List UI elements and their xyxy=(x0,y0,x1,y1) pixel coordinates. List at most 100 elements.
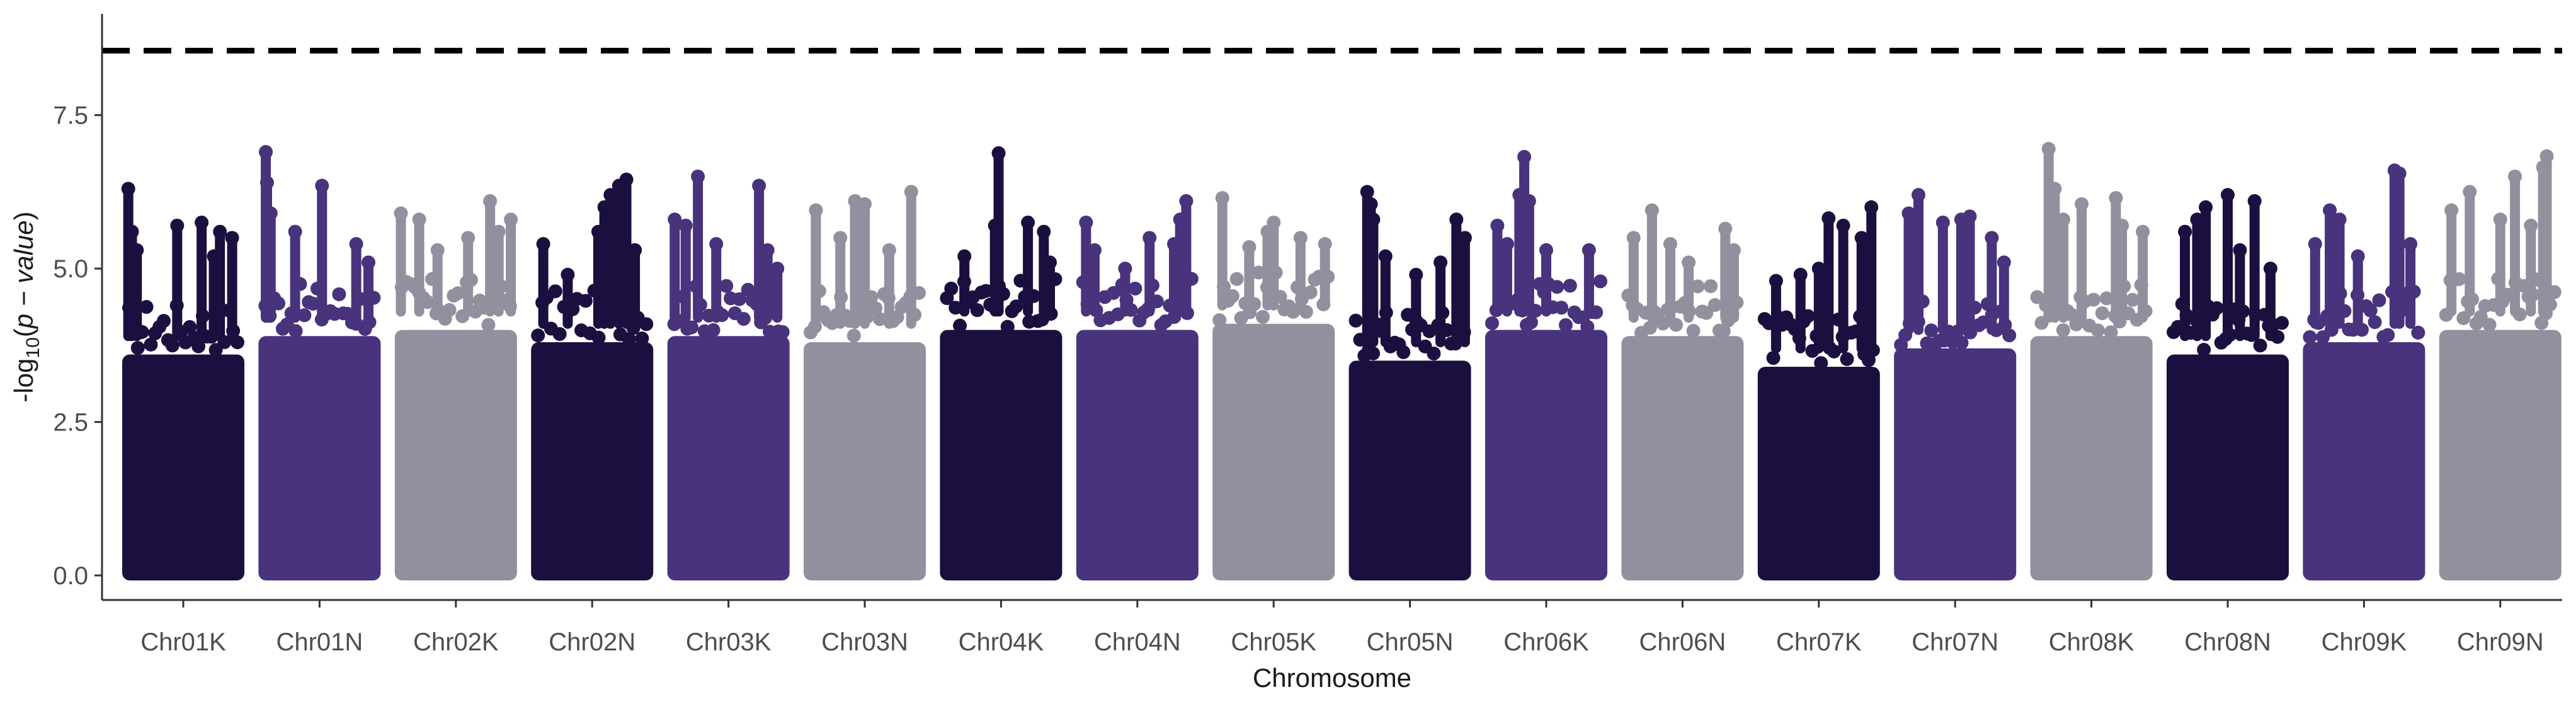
chromosome-points-chr03n xyxy=(804,185,926,581)
snp-point xyxy=(2275,316,2289,330)
x-tick-label: Chr01K xyxy=(140,628,226,656)
snp-point xyxy=(2372,293,2386,308)
x-tick-label: Chr08K xyxy=(2049,628,2134,656)
snp-peak-point xyxy=(1043,255,1057,270)
snp-peak-point xyxy=(2493,212,2507,227)
snp-peak-point xyxy=(833,231,848,245)
snp-band-chr09k xyxy=(2303,342,2425,581)
snp-peak-point xyxy=(1021,216,1035,230)
snp-peak-point xyxy=(2332,212,2347,227)
snp-peak-point xyxy=(1267,216,1281,230)
snp-peak-point xyxy=(603,188,618,202)
snp-peak-point xyxy=(1318,237,1332,251)
snp-point xyxy=(775,325,790,339)
snp-band-chr02k xyxy=(394,330,517,581)
y-tick-label: 0.0 xyxy=(53,562,88,590)
snp-band-chr07k xyxy=(1757,366,1880,581)
snp-peak-point xyxy=(362,255,375,270)
axes-layer xyxy=(101,14,2562,601)
snp-point xyxy=(944,281,959,296)
snp-point xyxy=(1427,346,1441,360)
snp-point xyxy=(1229,272,1244,286)
snp-point xyxy=(139,300,154,314)
chromosome-points-chr02n xyxy=(531,172,654,581)
y-ticks: 0.0 2.5 5.0 7.5 xyxy=(53,102,102,590)
snp-point xyxy=(1554,301,1569,315)
snp-peak-point xyxy=(1457,231,1472,245)
x-tick-label: Chr04N xyxy=(1094,628,1181,656)
chromosome-points-chr05n xyxy=(1348,185,1472,581)
snp-peak-point xyxy=(1811,262,1826,276)
snp-peak-point xyxy=(628,243,642,257)
snp-point xyxy=(685,320,699,335)
snp-point xyxy=(1303,285,1318,299)
y-axis-title-subscript: 10 xyxy=(23,337,43,358)
y-tick-label: 2.5 xyxy=(53,409,88,437)
snp-point xyxy=(1396,345,1411,359)
snp-point xyxy=(1366,346,1381,360)
snp-point xyxy=(442,303,457,317)
snp-peak-point xyxy=(1409,267,1423,282)
snp-peak-point xyxy=(288,224,302,239)
snp-peak-point xyxy=(1644,203,1659,217)
chromosome-points-chr01k xyxy=(121,182,244,581)
snp-peak-point xyxy=(259,175,274,190)
snp-band-chr08n xyxy=(2167,354,2289,581)
snp-band-chr08k xyxy=(2030,336,2153,581)
snp-peak-point xyxy=(412,212,426,227)
snp-point xyxy=(1690,279,1705,294)
snp-point xyxy=(1954,335,1969,350)
snp-peak-point xyxy=(491,224,506,239)
snp-peak-point xyxy=(1682,255,1696,270)
snp-point xyxy=(1814,356,1828,371)
snp-peak-point xyxy=(195,216,209,230)
snp-point xyxy=(1593,274,1607,289)
snp-peak-point xyxy=(2392,166,2407,181)
snp-point xyxy=(979,284,993,298)
snp-point xyxy=(2095,306,2109,320)
snp-peak-point xyxy=(1821,211,1836,226)
snp-peak-point xyxy=(1626,231,1641,245)
snp-peak-point xyxy=(130,243,144,257)
snp-point xyxy=(1704,279,1718,294)
snp-band-chr03n xyxy=(804,342,926,581)
snp-peak-point xyxy=(2075,197,2089,211)
snp-point xyxy=(869,301,883,316)
snp-point xyxy=(949,301,963,315)
snp-peak-point xyxy=(1854,231,1869,245)
snp-peak-point xyxy=(504,212,518,227)
x-tick-label: Chr03N xyxy=(821,628,908,656)
snp-peak-point xyxy=(760,243,775,257)
snp-peak-point xyxy=(991,146,1006,161)
snp-point xyxy=(1485,316,1499,330)
snp-peak-point xyxy=(957,249,972,263)
snp-point xyxy=(2209,301,2224,316)
snp-point xyxy=(1766,350,1781,365)
snp-peak-point xyxy=(1366,212,1381,227)
snp-point xyxy=(183,320,197,334)
x-tick-label: Chr05N xyxy=(1367,628,1454,656)
snp-point xyxy=(481,318,496,332)
snp-band-chr05n xyxy=(1348,360,1471,581)
chromosome-points-chr07k xyxy=(1757,200,1880,581)
snp-point xyxy=(953,318,967,333)
snp-band-chr04k xyxy=(940,330,1063,581)
x-axis-title: Chromosome xyxy=(1253,663,1411,693)
snp-peak-point xyxy=(1360,185,1374,199)
snp-point xyxy=(2104,325,2118,340)
snp-point xyxy=(2099,291,2114,306)
snp-peak-point xyxy=(225,231,239,245)
snp-peak-point xyxy=(1364,197,1378,211)
snp-point xyxy=(1251,265,1266,280)
x-tick-label: Chr03K xyxy=(686,628,772,656)
snp-peak-point xyxy=(2221,188,2235,202)
snp-point xyxy=(451,286,465,301)
snp-point xyxy=(1106,285,1120,300)
x-tick-label: Chr02K xyxy=(413,628,499,656)
snp-point xyxy=(332,287,346,301)
snp-peak-point xyxy=(1490,218,1505,233)
snp-peak-point xyxy=(2508,170,2522,184)
x-tick-label: Chr07N xyxy=(1912,628,1998,656)
snp-band-chr01n xyxy=(258,336,381,581)
snp-point xyxy=(2368,315,2382,330)
